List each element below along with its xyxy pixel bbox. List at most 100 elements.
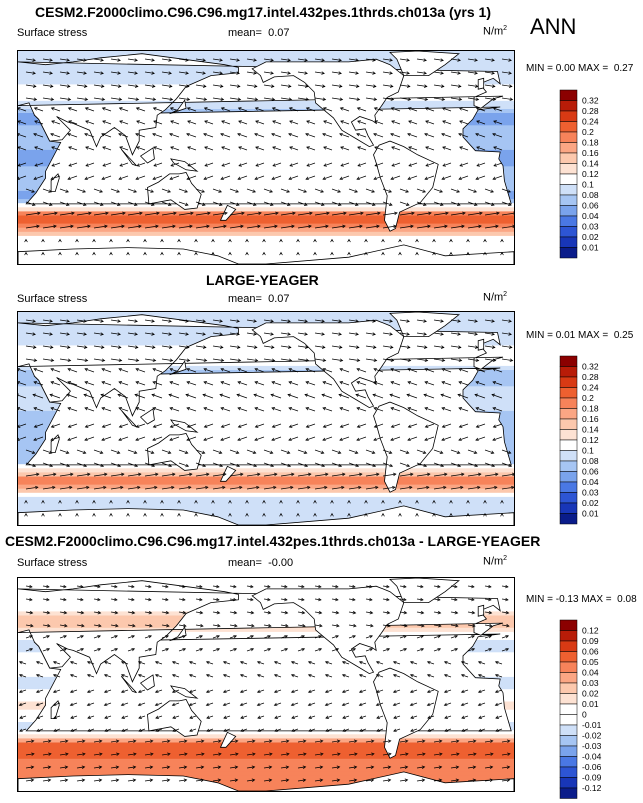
stress-arrow-head <box>206 224 210 229</box>
stress-arrow <box>246 71 257 74</box>
stress-arrow <box>425 423 435 428</box>
stress-arrow <box>25 766 34 769</box>
stress-arrow <box>331 201 342 206</box>
stress-arrow <box>121 702 129 706</box>
stress-arrow-head <box>239 702 244 707</box>
stress-arrow-head <box>461 728 465 733</box>
stress-arrow <box>382 449 392 454</box>
stress-arrow <box>59 319 70 322</box>
colorbar-swatch <box>559 693 578 705</box>
stress-arrow-head <box>255 163 259 167</box>
colorbar-tick-label: 0.01 <box>582 509 599 519</box>
stress-arrow <box>416 624 425 627</box>
stress-arrow <box>19 674 27 678</box>
stress-arrow-head <box>29 597 33 602</box>
stress-arrow-head <box>41 499 45 504</box>
stress-arrow-head <box>356 97 361 101</box>
stress-arrow <box>331 449 341 454</box>
stress-arrow-head <box>477 673 482 678</box>
stress-arrow <box>348 449 358 454</box>
stress-arrow-head <box>318 584 322 589</box>
stress-arrow-head <box>285 765 290 769</box>
stress-arrow-head <box>34 120 38 124</box>
stress-arrow <box>195 598 203 601</box>
stress-arrow-head <box>118 424 123 428</box>
stress-arrow-head <box>32 319 36 323</box>
stress-arrow <box>212 97 224 100</box>
stress-arrow <box>59 449 69 454</box>
stress-arrow <box>356 368 367 373</box>
stress-arrow <box>467 58 478 61</box>
stress-arrow <box>110 598 118 601</box>
colorbar-tick-label: 0.24 <box>582 117 599 127</box>
stress-arrow-head <box>75 512 79 517</box>
stress-arrow <box>484 598 492 601</box>
stress-arrow-head <box>50 367 54 372</box>
stress-arrow-head <box>389 58 393 62</box>
stress-arrow-head <box>359 224 363 229</box>
stress-arrow <box>135 407 146 412</box>
stress-arrow-head <box>426 660 431 665</box>
stress-arrow <box>263 585 271 588</box>
stress-arrow-head <box>182 584 186 589</box>
stress-arrow-head <box>508 58 512 62</box>
stress-arrow-head <box>405 752 409 756</box>
stress-arrow <box>314 319 325 322</box>
stress-arrow-head <box>255 146 259 150</box>
stress-arrow <box>450 71 461 74</box>
stress-arrow <box>331 635 339 639</box>
stress-arrow <box>467 486 480 490</box>
stress-arrow-head <box>46 584 50 589</box>
stress-arrow-head <box>360 211 364 215</box>
stress-arrow <box>331 97 343 100</box>
stress-arrow <box>501 473 514 477</box>
stress-arrow-head <box>186 107 191 111</box>
stress-arrow <box>161 97 173 100</box>
stress-arrow-head <box>254 132 258 137</box>
stress-arrow-head <box>30 765 35 769</box>
stress-arrow <box>459 162 469 167</box>
stress-arrow-head <box>456 752 460 756</box>
stress-arrow-head <box>104 224 108 229</box>
stress-arrow-head <box>493 485 498 490</box>
stress-arrow <box>391 162 401 167</box>
stress-arrow-head <box>422 202 427 206</box>
stress-arrow-head <box>389 319 393 323</box>
field-band <box>18 239 514 245</box>
stress-arrow <box>501 753 511 756</box>
stress-arrow <box>433 84 444 87</box>
stress-arrow <box>110 766 119 769</box>
stress-arrow-head <box>117 332 121 336</box>
stress-arrow <box>263 319 274 322</box>
colorbar-swatch <box>559 651 578 663</box>
stress-arrow <box>280 201 291 206</box>
stress-arrow-head <box>84 358 89 362</box>
stress-arrow-head <box>101 381 106 385</box>
colorbar-swatch <box>559 640 578 652</box>
stress-arrow <box>374 146 384 151</box>
stress-arrow <box>212 58 223 61</box>
stress-arrow <box>461 728 469 732</box>
stress-arrow-head <box>66 463 71 468</box>
stress-arrow-head <box>458 107 463 111</box>
stress-arrow <box>42 332 53 335</box>
stress-arrow-head <box>220 437 224 442</box>
stress-arrow <box>297 332 308 335</box>
stress-arrow <box>492 407 503 412</box>
stress-arrow-head <box>341 660 346 665</box>
stress-arrow <box>59 225 74 229</box>
stress-arrow-head <box>82 752 86 756</box>
stress-arrow-head <box>288 97 293 101</box>
stress-arrow-head <box>29 647 34 652</box>
stress-arrow-head <box>473 202 478 206</box>
stress-arrow <box>212 212 228 216</box>
stress-arrow-head <box>477 689 482 694</box>
stress-arrow <box>246 449 256 454</box>
stress-arrow-head <box>166 765 171 769</box>
stress-arrow <box>152 133 163 138</box>
variable-label: Surface stress <box>17 557 88 569</box>
field-band <box>18 218 514 224</box>
stress-arrow <box>272 146 282 151</box>
colorbar-tick-label: -0.04 <box>582 752 602 762</box>
stress-arrow <box>484 611 492 614</box>
